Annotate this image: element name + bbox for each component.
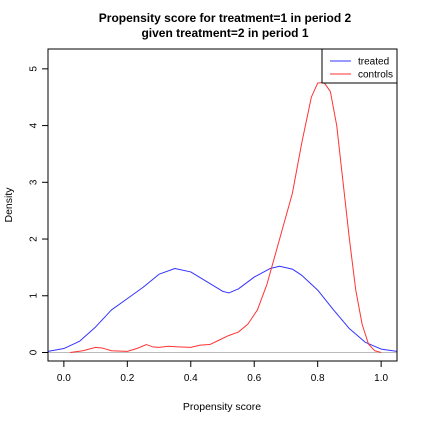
y-tick-label: 1 bbox=[29, 293, 40, 299]
chart-title-line1: Propensity score for treatment=1 in peri… bbox=[99, 11, 352, 25]
x-tick-label: 0.6 bbox=[247, 373, 261, 384]
y-tick-label: 5 bbox=[29, 66, 40, 72]
chart-title-line2: given treatment=2 in period 1 bbox=[141, 26, 308, 40]
plot-area bbox=[47, 81, 398, 353]
series-line-treated bbox=[47, 265, 398, 352]
x-tick-label: 0.8 bbox=[311, 373, 325, 384]
legend-label-controls: controls bbox=[358, 70, 393, 81]
x-tick-label: 0.2 bbox=[120, 373, 134, 384]
legend-label-treated: treated bbox=[358, 57, 389, 68]
plot-frame bbox=[47, 48, 398, 362]
x-tick-label: 1.0 bbox=[374, 373, 388, 384]
axes: 0.0 0.2 0.4 0.6 0.8 1.0 0 1 2 3 4 5 bbox=[29, 66, 389, 384]
series-line-controls bbox=[70, 81, 382, 353]
y-axis-label: Density bbox=[3, 187, 15, 223]
y-tick-label: 2 bbox=[29, 236, 40, 242]
y-tick-label: 4 bbox=[29, 122, 40, 128]
x-tick-label: 0.4 bbox=[184, 373, 198, 384]
x-axis-label: Propensity score bbox=[183, 401, 261, 413]
y-tick-label: 0 bbox=[29, 349, 40, 355]
legend-box bbox=[321, 48, 398, 84]
y-tick-label: 3 bbox=[29, 179, 40, 185]
x-tick-label: 0.0 bbox=[57, 373, 71, 384]
legend: treated controls bbox=[321, 48, 398, 84]
